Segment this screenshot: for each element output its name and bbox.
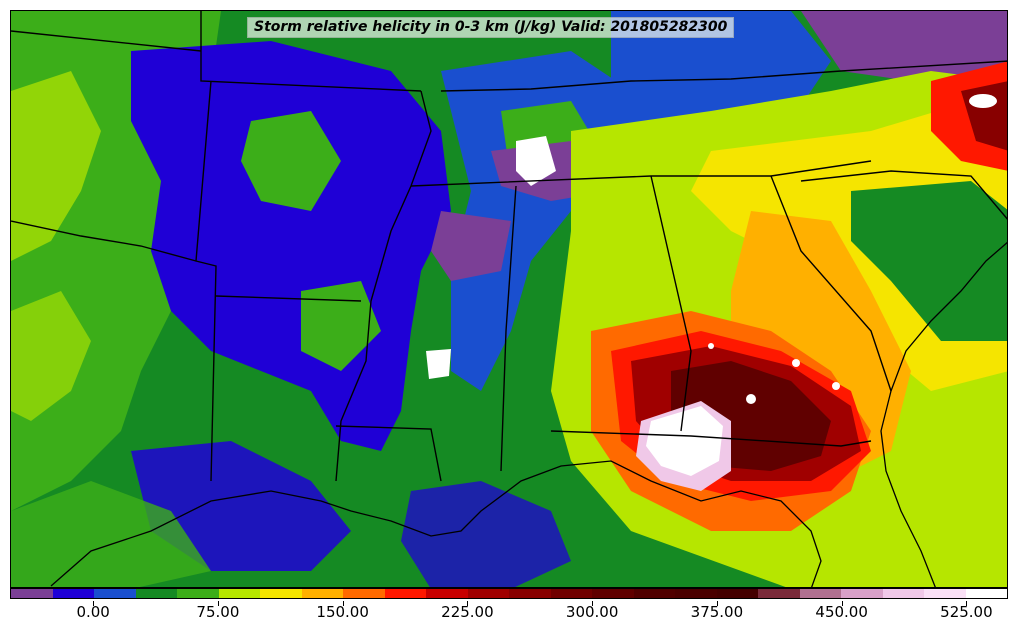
colorbar-segment (301, 589, 343, 598)
boundary-arkansas-ms-river (335, 90, 432, 482)
boundary-tn-north (410, 160, 872, 187)
field-west-yellowgreen (11, 71, 101, 261)
coastline (50, 241, 1007, 587)
boundary-ms-al (500, 185, 517, 472)
field-white-center (516, 136, 556, 186)
colorbar-tick (93, 601, 95, 606)
boundary-nc-sc (800, 170, 1007, 220)
colorbar-tick (966, 601, 968, 606)
field-ne-white (969, 94, 997, 108)
field-blue-band (131, 41, 451, 451)
colorbar-labels: 0.00 75.00 150.00 225.00 300.00 375.00 450.00 5… (10, 601, 1008, 627)
colorbar-segment (467, 589, 509, 598)
colorbar-segment (260, 589, 302, 598)
colorbar-segment (965, 589, 1007, 598)
colorbar-tick-label: 450.00 (815, 603, 868, 621)
boundary-louisiana-ms (335, 425, 442, 482)
field-gulf-blue (401, 481, 571, 587)
colorbar (10, 588, 1008, 599)
field-dot-2 (792, 359, 800, 367)
field-purple-center-2 (431, 211, 511, 281)
boundary-al-ga (650, 175, 692, 432)
colorbar-tick (841, 601, 843, 606)
field-dot-4 (708, 343, 714, 349)
boundary-arkansas-louisiana (215, 295, 362, 302)
colorbar-segment (52, 589, 94, 598)
helicity-map: Storm relative helicity in 0-3 km (J/kg)… (10, 10, 1008, 588)
colorbar-tick-label: 525.00 (940, 603, 993, 621)
colorbar-tick-label: 300.00 (565, 603, 619, 621)
colorbar-tick (467, 601, 469, 606)
state-boundaries (11, 11, 1007, 482)
colorbar-tick (716, 601, 718, 606)
colorbar-segment (675, 589, 717, 598)
colorbar-segment (550, 589, 592, 598)
field-panhandle-white (646, 406, 723, 476)
colorbar-segment (177, 589, 219, 598)
field-white-south (426, 349, 451, 379)
field-east-green-carolina (851, 181, 1007, 341)
helicity-field-svg (11, 11, 1007, 587)
boundary-fl-north (550, 430, 872, 447)
field-gulf-lightgreen (11, 481, 211, 587)
colorbar-segment (11, 589, 53, 598)
boundary-kansas-missouri (200, 11, 422, 92)
colorbar-segment (841, 589, 883, 598)
colorbar-segment (426, 589, 468, 598)
colorbar-segment (509, 589, 551, 598)
colorbar-segment (716, 589, 758, 598)
colorbar-segment (343, 589, 385, 598)
boundary-oklahoma-north (11, 30, 202, 52)
colorbar-segment (94, 589, 136, 598)
coastline-gulf (50, 460, 822, 587)
field-dot-3 (832, 382, 840, 390)
colorbar-tick-label: 150.00 (316, 603, 369, 621)
colorbar-tick (217, 601, 219, 606)
field-green-patch-2 (301, 281, 381, 371)
colorbar-segment (218, 589, 260, 598)
field-west-yellowgreen-2 (11, 291, 91, 421)
colorbar-tick-label: 0.00 (76, 603, 110, 621)
coastline-atlantic (880, 241, 1007, 587)
colorbar-segment (924, 589, 966, 598)
boundary-tx-ok (11, 220, 197, 262)
colorbar-tick-label: 375.00 (690, 603, 744, 621)
map-title: Storm relative helicity in 0-3 km (J/kg)… (247, 17, 735, 38)
colorbar-tick (592, 601, 594, 606)
colorbar-segment (384, 589, 426, 598)
colorbar-segment (135, 589, 177, 598)
boundary-ga-sc (770, 175, 892, 392)
boundary-missouri-arkansas (195, 80, 217, 482)
colorbar-segment (758, 589, 800, 598)
colorbar-segment (799, 589, 841, 598)
colorbar-segment (882, 589, 924, 598)
field-green-patch-1 (241, 111, 341, 211)
colorbar-tick (342, 601, 344, 606)
colorbar-segment (592, 589, 634, 598)
colorbar-tick-label: 75.00 (196, 603, 240, 621)
colorbar-tick-label: 225.00 (441, 603, 494, 621)
colorbar-segment (633, 589, 675, 598)
field-dot-1 (746, 394, 756, 404)
boundary-ky-north (440, 60, 1007, 92)
